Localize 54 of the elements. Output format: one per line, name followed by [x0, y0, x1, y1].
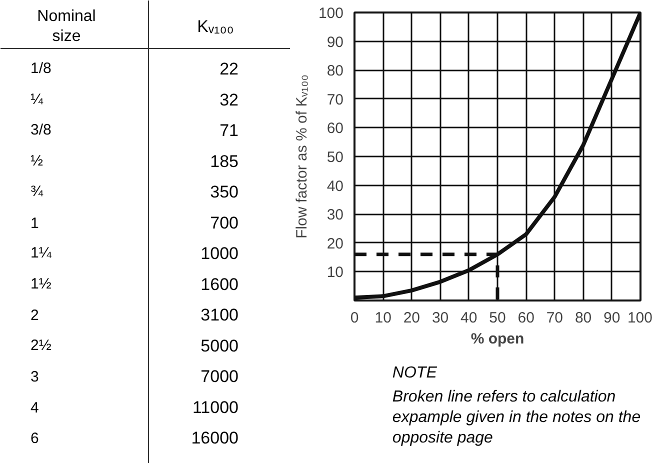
y-tick-label: 90 [326, 34, 344, 51]
data-label: 7000 [200, 367, 239, 386]
data-label: 1600 [200, 274, 239, 294]
data-label: 22 [220, 60, 239, 78]
data-label: 11000 [192, 398, 239, 417]
category-label: 2½ [30, 336, 52, 354]
data-label: 3100 [200, 306, 239, 324]
category-label: 3/8 [30, 122, 52, 138]
x-tick-label: 0 [350, 310, 359, 326]
data-label: 71 [220, 121, 239, 140]
y-tick-label: 100 [318, 5, 344, 22]
y-tick-label: 80 [326, 62, 344, 80]
x-tick-label: 70 [546, 310, 564, 326]
x-tick-label: 90 [604, 310, 620, 326]
category-label: 3 [30, 368, 39, 386]
data-label: 185 [210, 152, 239, 171]
x-tick-label: 10 [374, 310, 392, 326]
y-tick-label: 10 [326, 264, 344, 282]
y-tick-label: 70 [326, 91, 344, 108]
category-label: ½ [30, 152, 44, 170]
text: Broken line refers to calculation expample given in the notes on the opposite page [392, 388, 641, 446]
text: Kᵥ₁₀₀ [197, 17, 234, 36]
category-label: 4 [30, 399, 39, 416]
y-tick-label: 20 [326, 235, 344, 252]
y-tick-label: 30 [326, 206, 344, 224]
x-tick-label: 100 [627, 310, 652, 326]
text: NOTE [392, 364, 438, 382]
category-label: 2 [30, 307, 39, 324]
y-axis-title: Flow factor as % of Kᵥ₁₀₀ [293, 74, 310, 239]
y-tick-label: 40 [326, 178, 344, 195]
x-tick-label: 40 [460, 310, 478, 326]
x-tick-label: 50 [489, 310, 506, 326]
data-label: 5000 [200, 336, 239, 356]
data-label: 350 [210, 182, 239, 202]
category-label: 1¼ [30, 244, 52, 262]
y-tick-label: 50 [326, 149, 344, 166]
data-label: 16000 [191, 428, 239, 448]
category-label: 6 [30, 430, 39, 447]
category-label: 1½ [30, 275, 52, 292]
x-tick-label: 60 [518, 310, 534, 326]
data-label: 700 [210, 213, 239, 232]
line-series [354, 12, 640, 300]
category-label: 1/8 [30, 60, 52, 77]
category-label: ¾ [30, 183, 44, 200]
x-tick-label: 30 [432, 310, 449, 326]
y-tick-label: 60 [326, 120, 344, 138]
x-tick-label: 20 [403, 310, 420, 326]
data-label: 1000 [200, 244, 239, 263]
category-label: ¼ [30, 90, 44, 108]
category-label: 1 [30, 214, 39, 232]
data-label: 32 [220, 90, 239, 110]
x-axis-title: % open [470, 330, 524, 348]
x-tick-label: 80 [574, 310, 592, 326]
text: Nominal size [37, 8, 96, 46]
